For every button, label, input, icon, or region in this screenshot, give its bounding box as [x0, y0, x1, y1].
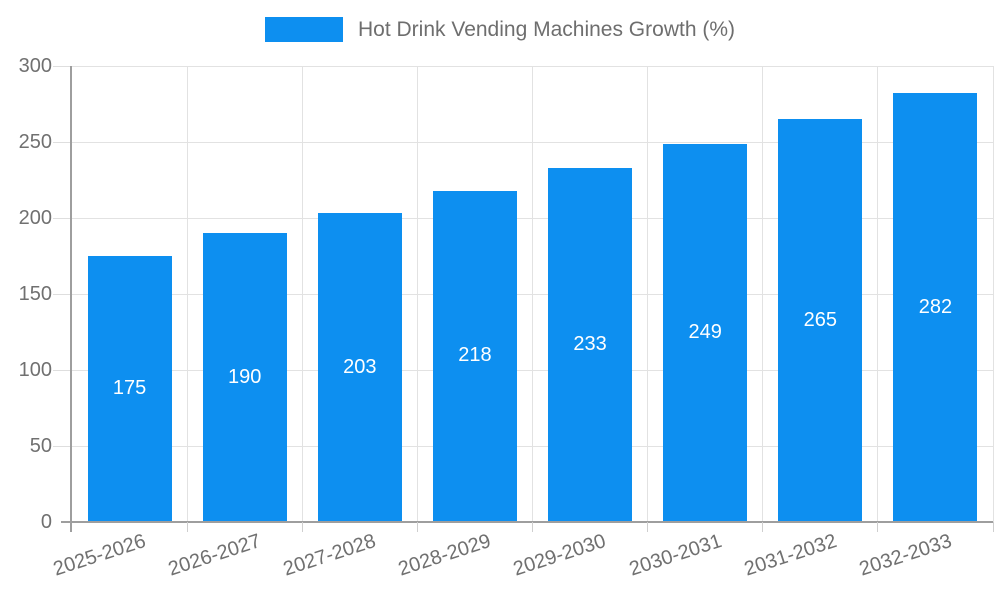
x-tick-label: 2031-2032	[741, 530, 840, 581]
bar-value-label: 175	[112, 377, 147, 399]
bar[interactable]: 175	[87, 256, 172, 522]
x-gridline	[992, 66, 994, 522]
x-tick-label: 2026-2027	[165, 530, 264, 581]
x-tick-mark	[762, 522, 764, 532]
x-tick-mark	[877, 522, 879, 532]
y-tick-label: 150	[18, 283, 52, 305]
legend-swatch	[265, 16, 343, 42]
x-gridline	[186, 66, 188, 522]
y-tick-mark	[53, 293, 70, 295]
bar-value-label: 282	[918, 295, 953, 318]
legend-label: Hot Drink Vending Machines Growth (%)	[358, 17, 735, 41]
bar[interactable]: 282	[893, 93, 978, 522]
y-tick-label: 200	[18, 207, 52, 229]
x-gridline	[532, 66, 533, 522]
y-tick-mark	[53, 141, 70, 143]
y-tick-label: 250	[18, 131, 52, 153]
bar[interactable]: 218	[432, 190, 517, 522]
x-gridline	[877, 66, 879, 522]
bar-value-label: 265	[803, 308, 837, 331]
bar-value-label: 233	[573, 332, 607, 355]
plot-area: 175 190 203 218 233 249 265 282	[72, 65, 994, 522]
bar[interactable]: 203	[317, 213, 402, 522]
y-tick-mark	[53, 217, 70, 219]
y-tick-label: 50	[29, 435, 52, 457]
y-tick-label: 100	[18, 359, 52, 381]
x-gridline	[647, 66, 649, 522]
x-tick-mark	[647, 522, 649, 532]
y-axis-line	[70, 66, 72, 532]
bar[interactable]: 190	[202, 233, 287, 522]
y-tick-mark	[53, 65, 70, 67]
bar-value-label: 203	[343, 355, 377, 378]
x-tick-mark	[532, 522, 533, 532]
x-gridline	[762, 66, 764, 522]
x-tick-label: 2025-2026	[50, 530, 149, 581]
x-tick-label: 2032-2033	[856, 530, 955, 581]
x-tick-label: 2029-2030	[511, 530, 609, 581]
x-tick-label: 2027-2028	[280, 530, 379, 581]
x-gridline	[301, 66, 303, 522]
x-gridline	[416, 66, 418, 522]
y-tick-mark	[53, 369, 70, 371]
bar[interactable]: 249	[663, 143, 748, 522]
x-tick-mark	[416, 522, 418, 532]
y-tick-mark	[53, 445, 70, 447]
x-tick-label: 2028-2029	[395, 530, 494, 581]
x-tick-mark	[301, 522, 303, 532]
x-tick-label: 2030-2031	[626, 530, 724, 581]
x-tick-mark	[992, 522, 994, 532]
y-tick-label: 300	[18, 55, 52, 77]
bar-value-label: 190	[228, 365, 262, 388]
x-tick-mark	[186, 522, 188, 532]
legend-item[interactable]: Hot Drink Vending Machines Growth (%)	[0, 15, 1000, 43]
x-axis-line	[61, 521, 993, 523]
y-tick-label: 0	[40, 511, 52, 533]
bar-value-label: 218	[458, 344, 492, 367]
bar[interactable]: 265	[778, 119, 863, 522]
bar[interactable]: 233	[548, 167, 633, 522]
bar-value-label: 249	[688, 320, 722, 343]
